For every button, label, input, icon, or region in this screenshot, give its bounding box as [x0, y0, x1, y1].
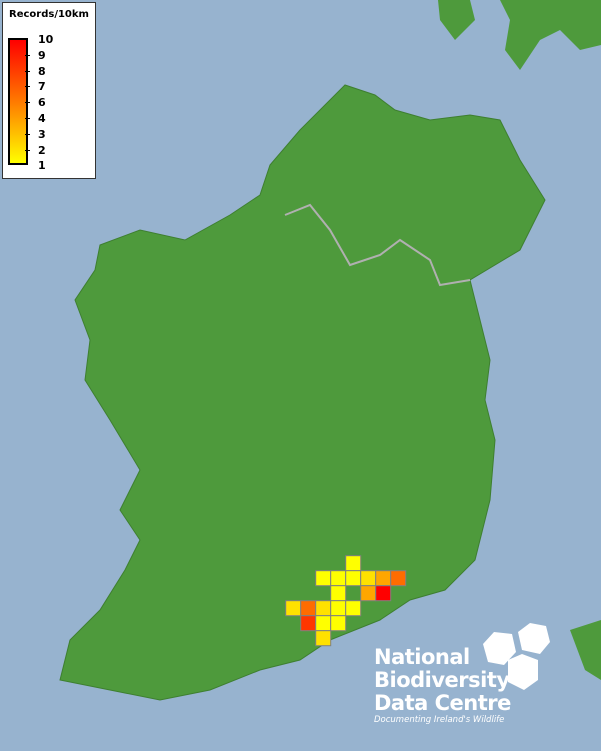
logo-line-3: Data Centre [374, 691, 511, 715]
logo-tagline: Documenting Ireland's Wildlife [374, 715, 505, 725]
nbdc-logo: National Biodiversity Data Centre Docume… [372, 622, 562, 732]
legend: Records/10km 10 9 8 7 6 4 3 2 1 [2, 2, 96, 179]
legend-tick-mark [25, 102, 30, 104]
grid-square[interactable] [330, 615, 347, 632]
legend-tick-mark [25, 70, 30, 72]
legend-tick-label: 2 [38, 143, 46, 157]
logo-line-2: Biodiversity [374, 668, 510, 692]
grid-square[interactable] [360, 585, 377, 602]
grid-square[interactable] [330, 570, 347, 587]
legend-tick-label: 3 [38, 127, 46, 141]
legend-tick-mark [25, 86, 30, 88]
grid-square[interactable] [330, 600, 347, 617]
grid-square[interactable] [375, 585, 392, 602]
grid-square[interactable] [300, 600, 317, 617]
grid-square[interactable] [360, 570, 377, 587]
hexagon-wildlife-icon [483, 623, 550, 690]
grid-square[interactable] [345, 570, 362, 587]
grid-square[interactable] [345, 555, 362, 572]
legend-tick-label: 10 [38, 33, 54, 46]
grid-square[interactable] [315, 570, 332, 587]
legend-tick-mark [25, 54, 30, 56]
legend-tick-label: 9 [38, 48, 46, 62]
legend-tick-mark [25, 149, 30, 151]
grid-square[interactable] [375, 570, 392, 587]
legend-tick-mark [25, 118, 30, 119]
grid-square[interactable] [315, 615, 332, 632]
grid-square[interactable] [345, 600, 362, 617]
grid-square[interactable] [315, 600, 332, 617]
grid-square[interactable] [330, 585, 347, 602]
legend-tick-label: 8 [38, 64, 46, 78]
legend-tick-label: 4 [38, 112, 46, 125]
grid-square[interactable] [315, 630, 332, 647]
grid-square[interactable] [285, 600, 302, 617]
legend-tick-label: 1 [38, 159, 46, 173]
legend-title: Records/10km [9, 9, 89, 20]
legend-tick-label: 7 [38, 80, 46, 94]
records-grid [285, 555, 407, 647]
legend-tick-label: 6 [38, 96, 46, 110]
border-line [284, 203, 471, 287]
legend-tick-mark [25, 133, 30, 135]
color-ramp [8, 38, 28, 165]
ireland-landmass [59, 84, 546, 701]
grid-square[interactable] [300, 615, 317, 632]
grid-square[interactable] [390, 570, 407, 587]
logo-line-1: National [374, 645, 470, 669]
